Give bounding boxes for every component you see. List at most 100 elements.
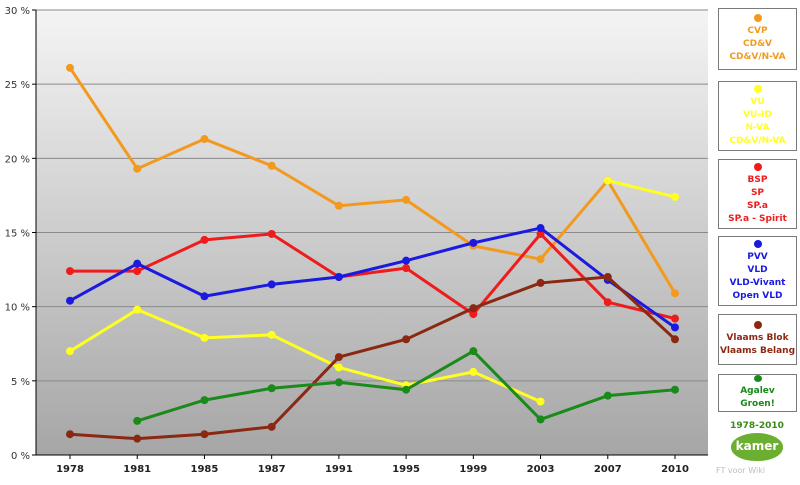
y-tick-label: 0 % xyxy=(11,451,30,462)
x-axis-ticks: 1978 1981 1985 1987 1991 1995 1999 2003 2007 2010 xyxy=(56,464,689,475)
data-point-pvv xyxy=(267,280,276,289)
data-point-pvv xyxy=(200,292,209,301)
data-point-vb xyxy=(133,434,142,443)
series-line-vu xyxy=(68,308,543,404)
legend-label: Open VLD xyxy=(732,290,783,301)
data-point-bsp xyxy=(603,298,612,307)
legend-dot xyxy=(753,375,762,382)
legend-label: Vlaams Belang xyxy=(719,346,796,356)
badge-years: 1978-2010 xyxy=(730,421,784,431)
data-point-vu xyxy=(200,333,209,342)
legend-label: CD&V/N-VA xyxy=(729,135,786,146)
y-tick-label: 15 % xyxy=(5,229,30,240)
data-point-agalev xyxy=(536,415,545,424)
data-point-bsp xyxy=(66,267,74,276)
y-tick-label: 20 % xyxy=(5,154,30,165)
legend-dot xyxy=(753,239,762,248)
data-point-agalev xyxy=(267,384,276,393)
legend-label: Vlaams Blok xyxy=(726,333,789,343)
data-point-vu xyxy=(603,176,612,185)
kamer-badge: 1978-2010 kamer xyxy=(728,420,786,470)
data-point-agalev xyxy=(133,416,142,425)
data-point-vb xyxy=(603,273,612,281)
data-point-vb xyxy=(200,430,209,439)
data-point-vb xyxy=(469,304,478,313)
x-tick-label: 2003 xyxy=(527,464,555,475)
data-point-cvp xyxy=(536,255,545,264)
data-point-vb xyxy=(66,430,74,439)
data-point-agalev xyxy=(671,385,679,394)
legend-label: N-VA xyxy=(745,122,770,133)
legend-label: SP.a xyxy=(747,200,768,211)
x-tick-label: 1981 xyxy=(123,464,151,475)
data-point-pvv xyxy=(133,259,142,268)
data-point-cvp xyxy=(402,195,411,204)
line-chart: 0 %5 %10 %15 %20 %25 %30 % 1978 1981 1985 1… xyxy=(5,6,708,475)
x-tick-label: 2007 xyxy=(594,464,622,475)
x-tick-label: 2010 xyxy=(661,464,689,475)
series-line-bsp xyxy=(68,232,677,321)
data-point-pvv xyxy=(671,323,679,332)
data-point-agalev xyxy=(200,396,209,405)
data-point-agalev xyxy=(469,347,478,356)
data-point-bsp xyxy=(671,314,679,323)
legend-label: VLD-Vivant xyxy=(729,277,786,288)
legend-label: Agalev xyxy=(740,386,775,396)
data-point-vb xyxy=(402,335,411,344)
legend-label: PVV xyxy=(747,251,768,262)
data-point-agalev xyxy=(603,391,612,400)
data-point-bsp xyxy=(133,267,142,276)
data-point-pvv xyxy=(334,273,343,281)
data-point-vb xyxy=(671,335,679,344)
data-point-bsp xyxy=(469,310,478,319)
legend-entry-vb: Vlaams Blok Vlaams Belang xyxy=(718,314,797,365)
y-tick-label: 25 % xyxy=(5,80,30,91)
data-point-cvp xyxy=(133,164,142,173)
data-point-vb xyxy=(536,278,545,287)
data-point-cvp xyxy=(334,201,343,210)
credit-text: FT voor Wiki xyxy=(716,466,766,475)
y-tick-label: 10 % xyxy=(5,303,30,314)
legend-entry-cvp: CVP CD&V CD&V/N-VA xyxy=(718,8,797,70)
legend-label: VU xyxy=(750,96,765,107)
data-point-pvv xyxy=(536,224,545,233)
data-point-pvv xyxy=(469,238,478,247)
series-line-vu xyxy=(606,179,677,199)
legend-entry-agalev: Agalev Groen! xyxy=(718,374,797,412)
y-tick-label: 5 % xyxy=(11,377,30,388)
legend-label: CVP xyxy=(747,26,768,36)
data-point-vu xyxy=(66,347,74,356)
legend-label: SP xyxy=(750,187,765,198)
gridlines xyxy=(36,9,708,382)
data-point-agalev xyxy=(334,378,343,387)
data-point-vu xyxy=(133,305,142,314)
legend-dot xyxy=(753,84,762,93)
x-tick-label: 1991 xyxy=(325,464,353,475)
data-point-vu xyxy=(267,330,276,339)
legend-label: VLD xyxy=(747,264,768,275)
data-point-cvp xyxy=(66,63,74,72)
legend-label: CD&V xyxy=(743,39,772,49)
series-line-cvp xyxy=(68,66,677,295)
data-point-cvp xyxy=(200,135,209,144)
legend-dot xyxy=(753,321,762,329)
data-point-vu xyxy=(469,367,478,376)
data-point-bsp xyxy=(200,235,209,244)
data-point-bsp xyxy=(402,264,411,273)
data-point-bsp xyxy=(267,229,276,238)
axes xyxy=(32,9,708,459)
legend-label: Groen! xyxy=(740,399,775,409)
data-point-vu xyxy=(671,192,679,201)
legend-label: BSP xyxy=(747,174,768,185)
legend-entry-vu: VU VU-ID N-VA CD&V/N-VA xyxy=(718,81,797,151)
legend-label: CD&V/N-VA xyxy=(729,52,786,62)
data-point-pvv xyxy=(66,296,74,305)
data-point-vb xyxy=(334,353,343,362)
x-tick-label: 1999 xyxy=(459,464,487,475)
data-point-vu xyxy=(536,397,545,406)
data-point-vu xyxy=(334,363,343,372)
x-tick-label: 1978 xyxy=(56,464,84,475)
legend-label: SP.a - Spirit xyxy=(728,213,787,224)
legend-dot xyxy=(753,162,762,171)
series-layer xyxy=(66,63,679,443)
